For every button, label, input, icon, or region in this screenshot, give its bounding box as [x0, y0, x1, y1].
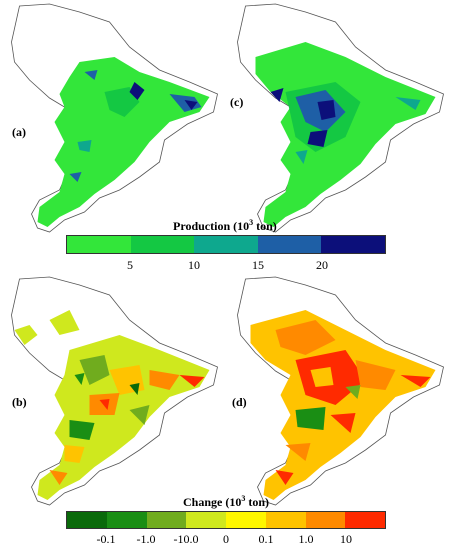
production-tick-label: 15 [252, 258, 264, 272]
panel-label-d: (d) [232, 395, 247, 409]
change-swatch [226, 512, 266, 528]
production-swatch [257, 236, 322, 253]
panel-label-c: (c) [230, 95, 244, 109]
panel-label-b: (b) [12, 395, 27, 409]
map-panel-c [237, 3, 444, 233]
production-fill-a [37, 57, 210, 227]
panel-label-a: (a) [12, 125, 26, 139]
change-tick-label: -0.1 [96, 532, 116, 546]
change-swatch [67, 512, 107, 528]
production-tick-label: 5 [127, 258, 133, 272]
production-fill-c [255, 42, 436, 227]
change-swatch [345, 512, 385, 528]
change-colorbar [66, 511, 386, 529]
change-tick-label: 0.1 [258, 532, 274, 546]
map-panel-d [237, 276, 444, 506]
change-swatch [265, 512, 306, 528]
map-panel-a [11, 3, 218, 233]
production-swatch [130, 236, 195, 253]
production-swatch [321, 236, 385, 253]
change-tick-label: -1.0 [136, 532, 156, 546]
change-tick-label: -10.0 [173, 532, 199, 546]
change-legend-title: Change (103 ton) [183, 494, 270, 509]
change-swatch [305, 512, 346, 528]
change-tick-label: 1.0 [298, 532, 314, 546]
production-tick-label: 10 [188, 258, 200, 272]
change-swatch [186, 512, 226, 528]
production-colorbar [66, 235, 386, 254]
production-swatch [194, 236, 258, 253]
production-legend-title: Production (103 ton) [173, 218, 277, 233]
change-tick-label: 0 [223, 532, 229, 546]
change-fill-b [14, 310, 210, 500]
production-swatch [67, 236, 131, 253]
change-fill-d [250, 310, 436, 500]
map-panel-b [11, 276, 218, 506]
change-tick-label: 10 [340, 532, 352, 546]
change-swatch [146, 512, 187, 528]
production-tick-label: 20 [316, 258, 328, 272]
change-swatch [106, 512, 147, 528]
